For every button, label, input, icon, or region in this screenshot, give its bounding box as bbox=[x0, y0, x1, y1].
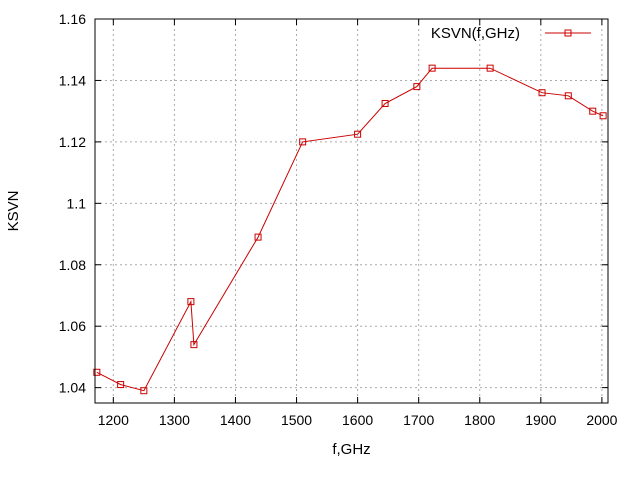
data-point bbox=[486, 64, 494, 72]
y-tick-label: 1.1 bbox=[67, 195, 87, 211]
plot-frame bbox=[94, 18, 609, 404]
legend-marker bbox=[564, 29, 572, 37]
legend-label: KSVN(f,GHz) bbox=[431, 25, 520, 42]
x-tick-label: 1800 bbox=[464, 412, 495, 428]
x-tick-label: 1500 bbox=[281, 412, 312, 428]
data-point bbox=[428, 64, 436, 72]
y-tick-label: 1.08 bbox=[59, 257, 86, 273]
x-tick-label: 1600 bbox=[342, 412, 373, 428]
data-point bbox=[599, 112, 607, 120]
data-point bbox=[254, 233, 262, 241]
grid bbox=[95, 18, 608, 403]
y-tick-label: 1.06 bbox=[59, 318, 86, 334]
series-line bbox=[96, 67, 604, 392]
y-tick-label: 1.14 bbox=[59, 72, 86, 88]
legend: KSVN(f,GHz) bbox=[431, 25, 591, 42]
y-tick-label: 1.16 bbox=[59, 11, 86, 27]
axis-ticks: 1200 1300 1400 1500 1600 1700 1800 1900 2000 1.04… bbox=[59, 11, 618, 428]
y-tick-label: 1.12 bbox=[59, 134, 86, 150]
data-point bbox=[190, 341, 198, 349]
x-axis-label: f,GHz bbox=[332, 441, 370, 458]
data-point bbox=[354, 130, 362, 138]
data-point bbox=[538, 89, 546, 97]
data-point bbox=[299, 138, 307, 146]
x-tick-label: 1900 bbox=[525, 412, 556, 428]
data-point bbox=[381, 99, 389, 107]
series-layer bbox=[93, 64, 607, 395]
data-point bbox=[140, 387, 148, 395]
x-tick-label: 1200 bbox=[98, 412, 129, 428]
x-tick-label: 1400 bbox=[220, 412, 251, 428]
data-point bbox=[589, 107, 597, 115]
data-point bbox=[93, 368, 101, 376]
data-point bbox=[564, 92, 572, 100]
x-tick-label: 1700 bbox=[403, 412, 434, 428]
y-tick-label: 1.04 bbox=[59, 380, 86, 396]
x-tick-label: 2000 bbox=[586, 412, 617, 428]
y-axis-label: KSVN bbox=[5, 191, 22, 232]
data-point bbox=[117, 381, 125, 389]
data-point bbox=[187, 298, 195, 306]
data-point bbox=[413, 83, 421, 91]
x-tick-label: 1300 bbox=[159, 412, 190, 428]
